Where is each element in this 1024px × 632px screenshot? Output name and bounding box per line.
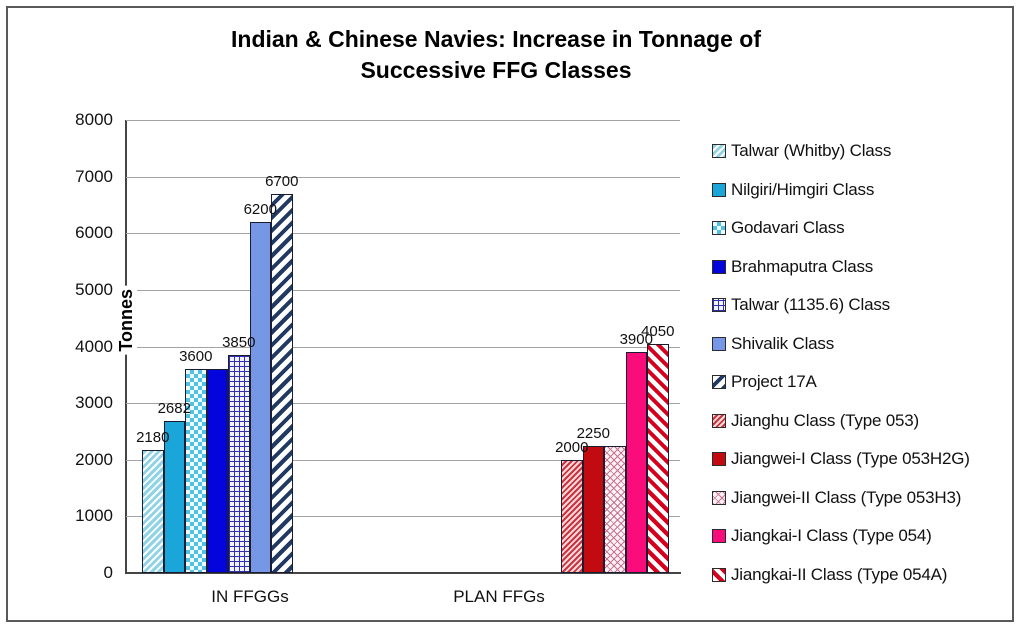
legend-item-jiangkai-ii-class-type-054a: Jiangkai-II Class (Type 054A) — [712, 565, 947, 585]
legend-item-brahmaputra-class: Brahmaputra Class — [712, 257, 873, 277]
legend-label-godavari-class: Godavari Class — [731, 218, 845, 237]
x-axis-line — [125, 572, 681, 574]
legend-label-brahmaputra-class: Brahmaputra Class — [731, 256, 874, 276]
legend-swatch-talwar-whitby-class — [712, 144, 726, 158]
legend-item-talwar-whitby-class: Talwar (Whitby) Class — [712, 141, 891, 161]
gridline-5000 — [126, 289, 680, 291]
legend-swatch-godavari-class — [712, 221, 726, 235]
legend-item-jiangkai-i-class-type-054: Jiangkai-I Class (Type 054) — [712, 526, 932, 546]
bar-talwar-1135-6-class — [228, 355, 250, 573]
gridline-8000 — [126, 120, 680, 121]
legend-item-nilgiri-himgiri-class: Nilgiri/Himgiri Class — [712, 180, 874, 200]
bar-value-label-godavari-class: 3600 — [179, 348, 213, 366]
bar-value-label-talwar-1135-6-class: 3850 — [222, 334, 256, 351]
y-tick-label-5000: 5000 — [75, 279, 113, 299]
y-tick-label-6000: 6000 — [75, 223, 113, 243]
chart-title-line2: Successive FFG Classes — [360, 57, 632, 83]
legend-swatch-talwar-1135-6-class — [712, 298, 726, 312]
legend-label-nilgiri-himgiri-class: Nilgiri/Himgiri Class — [731, 179, 875, 199]
chart-frame — [6, 6, 1014, 622]
y-tick-label-0: 0 — [103, 563, 113, 582]
legend-item-jiangwei-i-class-type-053h2g: Jiangwei-I Class (Type 053H2G) — [712, 449, 970, 469]
gridline-7000 — [126, 176, 680, 178]
y-tick-label-8000: 8000 — [75, 110, 113, 129]
legend-swatch-project-17a — [712, 375, 726, 389]
legend-label-shivalik-class: Shivalik Class — [731, 333, 835, 353]
gridline-1000 — [126, 516, 680, 518]
legend-item-shivalik-class: Shivalik Class — [712, 334, 834, 354]
x-category-label-plan-ffgs: PLAN FFGs — [453, 587, 545, 606]
bar-jiangwei-i-class-type-053h2g — [582, 445, 604, 573]
legend-item-godavari-class: Godavari Class — [712, 218, 845, 238]
bar-godavari-class — [185, 369, 207, 573]
bar-value-label-jiangwei-i-class-type-053h2g: 2250 — [576, 424, 610, 442]
bar-value-label-jiangkai-ii-class-type-054a: 4050 — [641, 322, 675, 340]
legend-swatch-nilgiri-himgiri-class — [712, 182, 726, 197]
bar-jiangkai-i-class-type-054 — [625, 352, 647, 573]
bar-value-label-project-17a: 6700 — [265, 172, 299, 190]
bar-brahmaputra-class — [206, 369, 228, 573]
bar-nilgiri-himgiri-class — [163, 421, 185, 573]
legend-swatch-brahmaputra-class — [712, 259, 726, 274]
bar-value-label-jianghu-class-type-053: 2000 — [555, 438, 589, 456]
legend-swatch-jiangwei-ii-class-type-053h3 — [712, 490, 726, 505]
y-tick-label-7000: 7000 — [75, 166, 113, 186]
bar-value-label-shivalik-class: 6200 — [243, 200, 277, 218]
legend-label-jianghu-class-type-053: Jianghu Class (Type 053) — [731, 410, 919, 430]
legend-label-jiangkai-i-class-type-054: Jiangkai-I Class (Type 054) — [731, 526, 932, 545]
y-tick-label-3000: 3000 — [75, 393, 113, 413]
bar-jiangwei-ii-class-type-053h3 — [604, 445, 626, 573]
bar-project-17a — [271, 193, 293, 573]
bar-value-label-nilgiri-himgiri-class: 2682 — [157, 400, 191, 418]
legend-label-jiangkai-ii-class-type-054a: Jiangkai-II Class (Type 054A) — [731, 564, 948, 584]
y-tick-label-1000: 1000 — [75, 506, 113, 526]
bar-talwar-whitby-class — [142, 449, 164, 573]
bar-value-label-jiangkai-i-class-type-054: 3900 — [619, 331, 653, 349]
chart-title: Indian & Chinese Navies: Increase in Ton… — [0, 24, 992, 86]
legend-item-project-17a: Project 17A — [712, 372, 817, 392]
bar-jianghu-class-type-053 — [561, 459, 583, 573]
legend-swatch-jiangwei-i-class-type-053h2g — [712, 452, 726, 466]
legend-label-project-17a: Project 17A — [731, 372, 817, 391]
plot-area: 2180 2682 3600 3850 6200 6700 2000 2250 3900 4050 — [125, 120, 681, 574]
legend-item-talwar-1135-6-class: Talwar (1135.6) Class — [712, 295, 890, 315]
y-tick-label-4000: 4000 — [75, 336, 113, 356]
gridline-6000 — [126, 233, 680, 235]
legend-item-jianghu-class-type-053: Jianghu Class (Type 053) — [712, 411, 919, 431]
legend-swatch-jiangkai-ii-class-type-054a — [712, 567, 726, 582]
gridline-3000 — [126, 403, 680, 405]
bar-jiangkai-ii-class-type-054a — [647, 343, 669, 573]
legend-label-talwar-whitby-class: Talwar (Whitby) Class — [731, 141, 892, 160]
legend-swatch-jianghu-class-type-053 — [712, 413, 726, 428]
x-category-label-in-ffggs: IN FFGGs — [211, 587, 289, 606]
legend-label-talwar-1135-6-class: Talwar (1135.6) Class — [731, 295, 890, 314]
legend-swatch-jiangkai-i-class-type-054 — [712, 529, 726, 543]
y-axis-title: Tonnes — [116, 286, 137, 355]
gridline-4000 — [126, 346, 680, 348]
legend-item-jiangwei-ii-class-type-053h3: Jiangwei-II Class (Type 053H3) — [712, 488, 961, 508]
y-tick-label-2000: 2000 — [75, 449, 113, 469]
legend-label-jiangwei-ii-class-type-053h3: Jiangwei-II Class (Type 053H3) — [731, 487, 962, 507]
bar-value-label-talwar-whitby-class: 2180 — [136, 428, 170, 446]
legend-swatch-shivalik-class — [712, 336, 726, 351]
bar-shivalik-class — [249, 221, 271, 573]
chart-title-line1: Indian & Chinese Navies: Increase in Ton… — [231, 26, 761, 52]
legend-label-jiangwei-i-class-type-053h2g: Jiangwei-I Class (Type 053H2G) — [731, 449, 970, 468]
gridline-2000 — [126, 459, 680, 461]
